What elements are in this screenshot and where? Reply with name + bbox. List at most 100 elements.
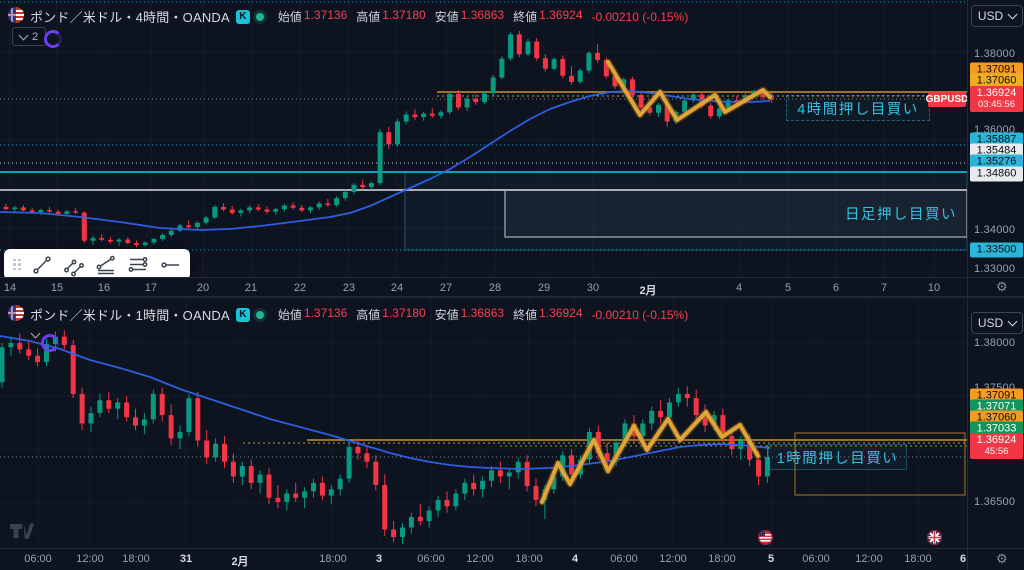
- candle-body: [640, 423, 646, 437]
- annotation-daily-pullback-buy[interactable]: 日足押し目買い: [845, 207, 957, 223]
- drawing-toolbar[interactable]: [4, 249, 190, 277]
- parallel-trend-tool-icon[interactable]: [58, 251, 89, 277]
- broker-logo-icon: K: [235, 9, 250, 24]
- candle-body: [142, 242, 148, 246]
- time-label: 12:00: [76, 553, 104, 565]
- candle-body: [649, 410, 655, 424]
- price-level-badge: 1.36924 45:56: [970, 433, 1023, 459]
- indicators-collapse-button[interactable]: [30, 328, 41, 339]
- uk-flag-event-icon[interactable]: [926, 529, 943, 548]
- time-label: 06:00: [417, 553, 445, 565]
- time-label: 6: [832, 282, 840, 294]
- time-label: 4: [735, 282, 743, 294]
- zone-rect: [504, 189, 967, 238]
- candle-body: [360, 184, 366, 188]
- price-change: -0.00210 (-0.15%): [591, 307, 689, 322]
- candlestick-chart-4h[interactable]: [0, 0, 967, 277]
- candle-body: [311, 482, 316, 492]
- candle-body: [26, 349, 32, 356]
- time-axis-4h[interactable]: 14 15 16 17 20 21 22 23 24 27 28 29 30 2月 4 5 6 7 10: [0, 277, 1024, 297]
- candle-body: [667, 402, 672, 418]
- pane-1h[interactable]: ポンド／米ドル・1時間・OANDA K 始値 1.37136 高値 1.37180 …: [0, 298, 967, 548]
- candle-body: [569, 75, 574, 82]
- currency-selector-button[interactable]: USD: [971, 5, 1023, 27]
- candle-body: [204, 440, 210, 458]
- candle-body: [462, 482, 468, 494]
- gear-icon[interactable]: ⚙: [996, 551, 1008, 566]
- toolbar-drag-handle-icon[interactable]: [13, 258, 21, 271]
- candle-body: [125, 239, 131, 243]
- market-status-dot[interactable]: [255, 12, 264, 21]
- time-label: 12:00: [855, 553, 883, 565]
- price-level-badge: 1.33500: [970, 242, 1023, 258]
- candle-body: [524, 461, 530, 487]
- candle-body: [684, 393, 690, 399]
- candle-body: [638, 95, 644, 108]
- candle-body: [346, 446, 352, 479]
- candle-body: [8, 343, 14, 348]
- candle-body: [351, 184, 357, 192]
- moving-average-line: [0, 90, 771, 231]
- price-level-badge: 1.37060: [970, 73, 1023, 89]
- candle-body: [720, 415, 726, 437]
- time-label: 16: [97, 282, 111, 294]
- price-level-badge: 1.37033: [970, 421, 1023, 437]
- us-flag-event-icon[interactable]: [757, 529, 774, 548]
- candle-body: [421, 113, 427, 118]
- candle-body: [682, 100, 688, 112]
- annotation-4h-pullback-buy[interactable]: 4時間押し目買い: [786, 95, 930, 121]
- candle-body: [293, 493, 299, 498]
- gbpusd-ticker-label[interactable]: GBPUSD: [925, 92, 967, 107]
- fan-lines-tool-icon[interactable]: [90, 251, 121, 277]
- candle-body: [79, 393, 85, 424]
- candle-body: [55, 211, 61, 214]
- candle-body: [453, 493, 459, 507]
- horizontal-ray-tool-icon[interactable]: [154, 251, 185, 277]
- loading-spinner-icon: [41, 334, 59, 352]
- candle-body: [35, 355, 41, 363]
- candlestick-chart-1h[interactable]: [0, 298, 967, 548]
- trend-line-tool-icon[interactable]: [26, 251, 57, 277]
- pane-divider[interactable]: [0, 296, 1024, 298]
- price-tick-label: 1.34000: [974, 224, 1016, 236]
- price-tick-label: 1.38000: [974, 48, 1016, 60]
- time-label: 17: [144, 282, 158, 294]
- candle-body: [400, 527, 405, 537]
- candle-body: [391, 529, 397, 537]
- time-label: 23: [342, 282, 356, 294]
- legend-1h[interactable]: ポンド／米ドル・1時間・OANDA K 始値 1.37136 高値 1.37180 …: [8, 305, 688, 324]
- gear-icon[interactable]: ⚙: [996, 279, 1008, 294]
- time-axis-1h[interactable]: 06:00 12:00 18:00 31 2月 18:00 3 06:00 12:00 18:00…: [0, 548, 1024, 570]
- tradingview-logo-icon[interactable]: [10, 522, 36, 548]
- ohlc-values-4h: 始値 1.37136 高値 1.37180 安値 1.36863 終値 1.36924 …: [277, 8, 689, 24]
- candle-body: [17, 343, 23, 350]
- time-label: 22: [293, 282, 307, 294]
- currency-selector-button[interactable]: USD: [971, 312, 1023, 334]
- moving-average-line: [0, 335, 771, 470]
- candle-body: [99, 238, 105, 240]
- time-label: 4: [571, 553, 579, 565]
- pane-4h[interactable]: ポンド／米ドル・4時間・OANDA K 始値 1.37136 高値 1.37180 …: [0, 0, 967, 277]
- horizontal-lines-tool-icon[interactable]: [122, 251, 153, 277]
- price-level-badge: 1.35276: [970, 154, 1023, 170]
- legend-4h[interactable]: ポンド／米ドル・4時間・OANDA K 始値 1.37136 高値 1.37180 …: [8, 7, 688, 26]
- price-scale[interactable]: USD 1.38000 1.36000 1.34000 1.33000 1.37091 1.…: [967, 0, 1024, 570]
- candle-body: [150, 393, 156, 420]
- zigzag-drawing: [540, 410, 760, 504]
- candle-body: [0, 347, 5, 383]
- annotation-1h-pullback-buy[interactable]: 1時間押し目買い: [768, 444, 907, 470]
- ohlc-values-1h: 始値 1.37136 高値 1.37180 安値 1.36863 終値 1.36924 …: [277, 306, 689, 322]
- chevron-down-icon: [1007, 316, 1018, 327]
- indicators-collapse-button[interactable]: 2: [12, 27, 47, 46]
- candle-body: [186, 398, 192, 433]
- candle-body: [195, 398, 201, 441]
- candle-body: [471, 482, 477, 490]
- candle-body: [106, 400, 112, 409]
- market-status-dot[interactable]: [255, 310, 264, 319]
- price-change: -0.00210 (-0.15%): [591, 9, 689, 24]
- candle-body: [534, 41, 540, 59]
- candle-body: [73, 211, 79, 213]
- candle-body: [756, 459, 761, 477]
- time-label: 6: [959, 553, 967, 565]
